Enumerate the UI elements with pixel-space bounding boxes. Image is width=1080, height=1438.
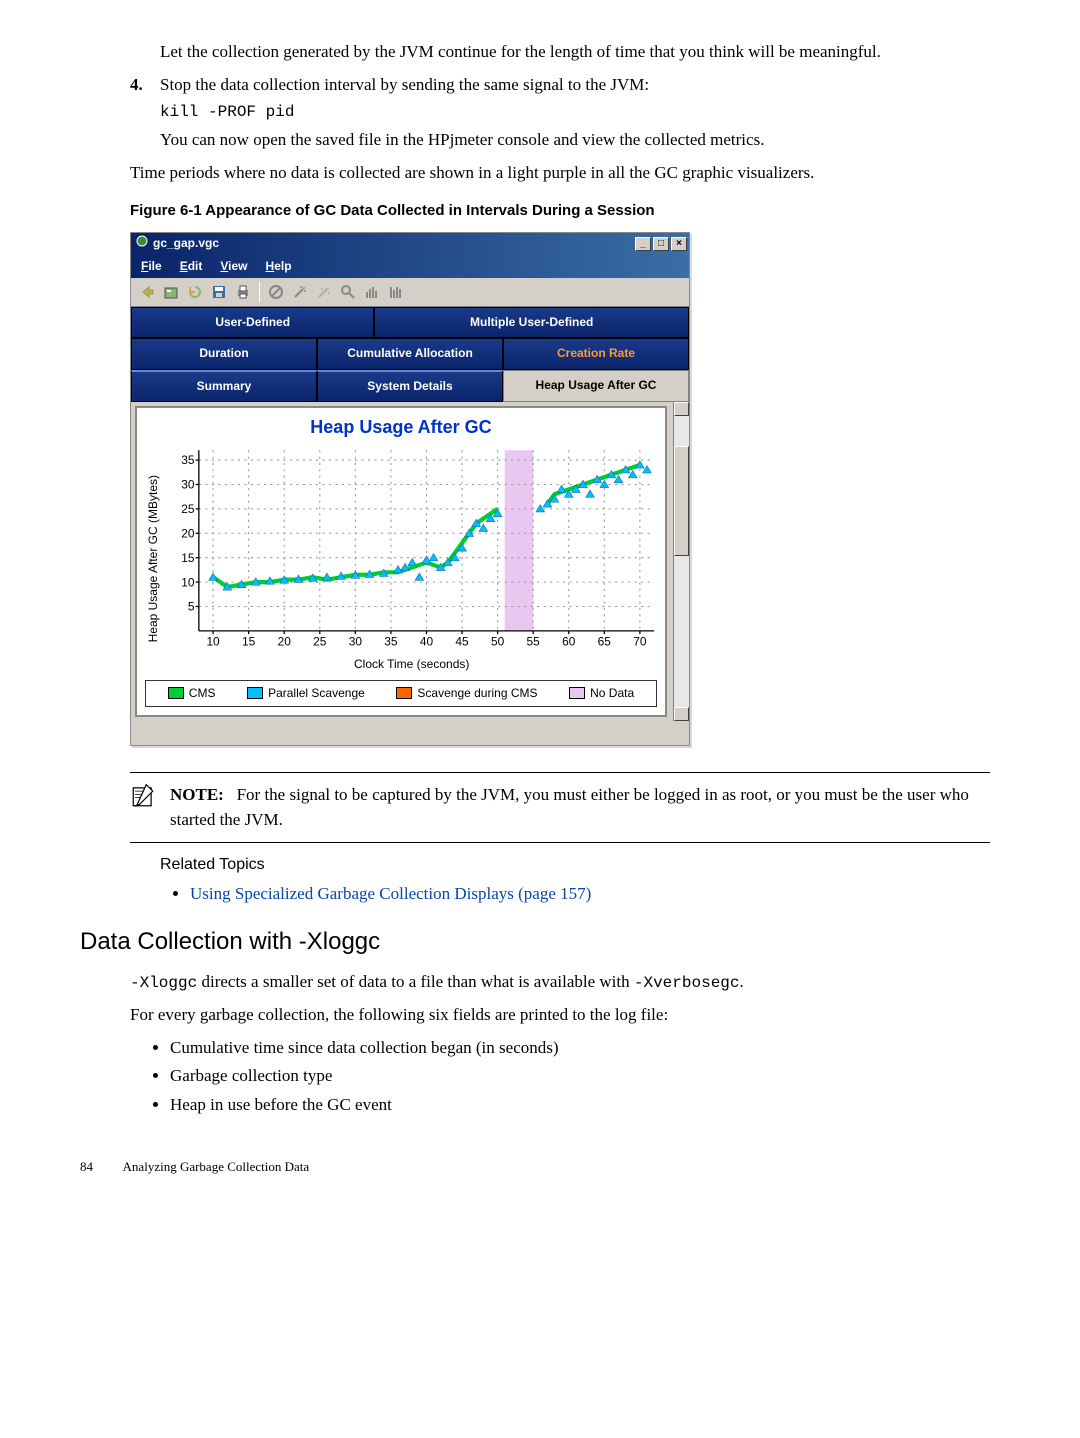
chart-xlabel: Clock Time (seconds) bbox=[162, 656, 661, 673]
scroll-down-button[interactable] bbox=[674, 707, 689, 721]
chart-title: Heap Usage After GC bbox=[141, 414, 661, 440]
wand2-icon[interactable] bbox=[314, 282, 334, 302]
app-icon bbox=[135, 234, 149, 253]
list-item: Cumulative time since data collection be… bbox=[170, 1036, 990, 1061]
bars1-icon[interactable] bbox=[362, 282, 382, 302]
close-button[interactable]: × bbox=[671, 237, 687, 251]
toolbar bbox=[131, 278, 689, 307]
tab-system-details[interactable]: System Details bbox=[317, 370, 503, 402]
legend-item: Scavenge during CMS bbox=[396, 685, 537, 702]
paragraph: -Xloggc directs a smaller set of data to… bbox=[130, 970, 990, 995]
command: kill -PROF pid bbox=[160, 101, 990, 124]
tab-duration[interactable]: Duration bbox=[131, 338, 317, 369]
svg-text:60: 60 bbox=[563, 636, 577, 649]
zoom-icon[interactable] bbox=[338, 282, 358, 302]
window-title: gc_gap.vgc bbox=[153, 235, 219, 252]
svg-text:35: 35 bbox=[385, 636, 399, 649]
bars2-icon[interactable] bbox=[386, 282, 406, 302]
svg-text:45: 45 bbox=[456, 636, 470, 649]
svg-text:40: 40 bbox=[420, 636, 434, 649]
chart-panel: Heap Usage After GC Heap Usage After GC … bbox=[135, 406, 667, 717]
svg-text:55: 55 bbox=[527, 636, 541, 649]
chart-plot: 5 10 15 20 25 30 35 10 15 20 25 30 35 40 45 50 55 60 65 70 bbox=[162, 444, 661, 654]
note-icon bbox=[130, 783, 156, 832]
step-number: 4. bbox=[130, 73, 143, 98]
related-link[interactable]: Using Specialized Garbage Collection Dis… bbox=[190, 884, 591, 903]
page-number: 84 bbox=[80, 1158, 120, 1177]
figure-caption: Figure 6-1 Appearance of GC Data Collect… bbox=[130, 200, 990, 222]
scroll-up-button[interactable] bbox=[674, 402, 689, 416]
note-label: NOTE: bbox=[170, 785, 224, 804]
chart-legend: CMS Parallel Scavenge Scavenge during CMS N… bbox=[145, 680, 657, 707]
svg-text:20: 20 bbox=[182, 528, 196, 541]
step-text: Stop the data collection interval by sen… bbox=[160, 75, 649, 94]
legend-item: No Data bbox=[569, 685, 634, 702]
menu-file[interactable]: File bbox=[141, 258, 162, 275]
svg-text:10: 10 bbox=[182, 577, 196, 590]
menubar: File Edit View Help bbox=[131, 255, 689, 278]
list-item: Garbage collection type bbox=[170, 1064, 990, 1089]
svg-text:25: 25 bbox=[314, 636, 328, 649]
tab-heap-usage-after-gc[interactable]: Heap Usage After GC bbox=[503, 370, 689, 402]
menu-help[interactable]: Help bbox=[266, 258, 292, 275]
back-icon[interactable] bbox=[137, 282, 157, 302]
tab-multiple-user-defined[interactable]: Multiple User-Defined bbox=[374, 307, 689, 338]
wand-icon[interactable] bbox=[290, 282, 310, 302]
related-link-item: Using Specialized Garbage Collection Dis… bbox=[190, 882, 990, 907]
menu-view[interactable]: View bbox=[220, 258, 247, 275]
svg-text:70: 70 bbox=[634, 636, 648, 649]
tab-creation-rate[interactable]: Creation Rate bbox=[503, 338, 689, 369]
titlebar: gc_gap.vgc _ □ × bbox=[131, 233, 689, 255]
paragraph: Let the collection generated by the JVM … bbox=[160, 40, 990, 65]
step-4: 4. Stop the data collection interval by … bbox=[130, 73, 990, 153]
note-text: For the signal to be captured by the JVM… bbox=[170, 785, 969, 829]
svg-text:35: 35 bbox=[182, 455, 196, 468]
svg-text:25: 25 bbox=[182, 503, 196, 516]
list-item: Heap in use before the GC event bbox=[170, 1093, 990, 1118]
maximize-button[interactable]: □ bbox=[653, 237, 669, 251]
chart-ylabel: Heap Usage After GC (MBytes) bbox=[141, 444, 162, 673]
page-footer: 84 Analyzing Garbage Collection Data bbox=[80, 1158, 990, 1177]
code: -Xloggc bbox=[130, 974, 197, 992]
save-icon[interactable] bbox=[209, 282, 229, 302]
tab-summary[interactable]: Summary bbox=[131, 370, 317, 402]
svg-text:30: 30 bbox=[182, 479, 196, 492]
legend-item: Parallel Scavenge bbox=[247, 685, 365, 702]
svg-text:5: 5 bbox=[188, 601, 195, 614]
app-window: gc_gap.vgc _ □ × File Edit View Help Use… bbox=[130, 232, 690, 746]
svg-text:15: 15 bbox=[242, 636, 256, 649]
tab-cumulative-allocation[interactable]: Cumulative Allocation bbox=[317, 338, 503, 369]
svg-text:50: 50 bbox=[491, 636, 505, 649]
svg-text:20: 20 bbox=[278, 636, 292, 649]
svg-text:30: 30 bbox=[349, 636, 363, 649]
tab-user-defined[interactable]: User-Defined bbox=[131, 307, 374, 338]
section-heading: Data Collection with -Xloggc bbox=[80, 925, 990, 960]
minimize-button[interactable]: _ bbox=[635, 237, 651, 251]
legend-item: CMS bbox=[168, 685, 216, 702]
vertical-scrollbar[interactable] bbox=[673, 402, 689, 721]
svg-text:15: 15 bbox=[182, 552, 196, 565]
menu-edit[interactable]: Edit bbox=[180, 258, 203, 275]
chapter-title: Analyzing Garbage Collection Data bbox=[123, 1159, 310, 1174]
svg-text:65: 65 bbox=[598, 636, 612, 649]
open-icon[interactable] bbox=[161, 282, 181, 302]
code: -Xverbosegc bbox=[634, 974, 740, 992]
related-heading: Related Topics bbox=[160, 853, 990, 876]
scroll-thumb[interactable] bbox=[674, 446, 689, 556]
stop-icon[interactable] bbox=[266, 282, 286, 302]
paragraph: For every garbage collection, the follow… bbox=[130, 1003, 990, 1028]
svg-text:10: 10 bbox=[207, 636, 221, 649]
refresh-icon[interactable] bbox=[185, 282, 205, 302]
note-block: NOTE: For the signal to be captured by t… bbox=[130, 772, 990, 843]
paragraph: Time periods where no data is collected … bbox=[130, 161, 990, 186]
print-icon[interactable] bbox=[233, 282, 253, 302]
step-followup: You can now open the saved file in the H… bbox=[160, 128, 990, 153]
